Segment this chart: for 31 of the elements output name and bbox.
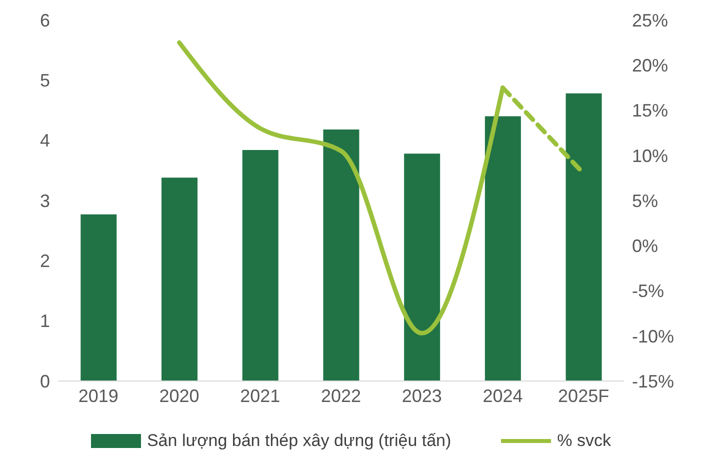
y2-tick-label: -10%	[632, 326, 674, 346]
y-tick-label: 2	[40, 251, 50, 272]
y-tick-label: 3	[40, 190, 50, 211]
y-tick-label: 0	[40, 371, 50, 392]
y2-tick-label: 20%	[632, 56, 668, 76]
y-tick-label: 5	[40, 70, 50, 91]
x-tick-label: 2023	[402, 386, 442, 406]
y2-tick-label: 10%	[632, 146, 668, 166]
y2-tick-label: 5%	[632, 190, 658, 211]
bar	[161, 178, 198, 381]
x-tick-label: 2024	[482, 386, 523, 406]
legend-label: Sản lượng bán thép xây dựng (triệu tấn)	[146, 431, 452, 451]
y2-tick-label: 25%	[632, 10, 668, 30]
x-tick-label: 2019	[78, 386, 118, 406]
y-tick-label: 4	[40, 130, 50, 151]
y-tick-label: 1	[40, 311, 50, 332]
y-tick-label: 6	[40, 10, 50, 30]
x-tick-label: 2022	[320, 386, 362, 406]
y2-tick-label: -15%	[632, 371, 674, 392]
bar	[80, 214, 117, 381]
legend-label: % svck	[557, 431, 612, 451]
x-tick-label: 2025F	[558, 386, 610, 406]
bar	[404, 154, 440, 381]
y2-tick-label: -5%	[632, 281, 664, 302]
y2-tick-label: 15%	[632, 100, 668, 121]
bar	[566, 93, 602, 381]
bar	[242, 150, 278, 381]
bar	[323, 130, 360, 381]
y2-tick-label: 0%	[632, 236, 658, 256]
x-tick-label: 2020	[159, 386, 200, 406]
x-tick-label: 2021	[240, 386, 280, 406]
